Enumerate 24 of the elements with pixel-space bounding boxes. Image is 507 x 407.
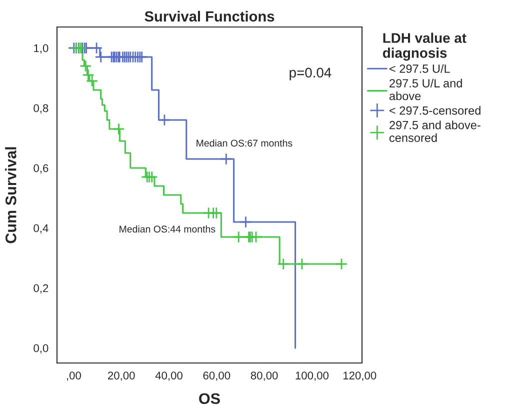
y-tick-label: 0,4 (34, 224, 48, 234)
x-tick-label: 100,00 (296, 372, 329, 381)
legend-label: < 297.5-censored (390, 106, 480, 115)
legend-title: LDH value at diagnosis (382, 32, 466, 61)
x-tick-label: 20,00 (108, 372, 135, 381)
legend-label: 297.5 U/L and above (389, 78, 462, 100)
legend-label: 297.5 and above- censored (389, 120, 480, 142)
chart-title: Survival Functions (144, 10, 274, 22)
annotation: Median OS:44 months (120, 225, 216, 233)
annotation: p=0.04 (290, 68, 332, 80)
x-tick-label: 80,00 (250, 372, 278, 381)
y-tick-label: 0,2 (34, 284, 48, 294)
y-tick-label: 0,6 (34, 164, 48, 174)
annotation: Median OS:67 months (196, 139, 292, 147)
x-tick-label: 60,00 (203, 372, 230, 381)
y-tick-label: 1,0 (34, 44, 48, 54)
x-tick-label: 40,00 (155, 372, 182, 381)
y-tick-label: 0,8 (34, 104, 48, 114)
x-tick-label: 120,00 (343, 372, 376, 381)
y-tick-label: 0,0 (34, 344, 48, 354)
x-axis-title: OS (199, 393, 220, 404)
x-tick-label: ,00 (66, 372, 81, 381)
y-axis-title: Cum Survival (5, 147, 16, 244)
legend-label: < 297.5 U/L (390, 64, 450, 73)
